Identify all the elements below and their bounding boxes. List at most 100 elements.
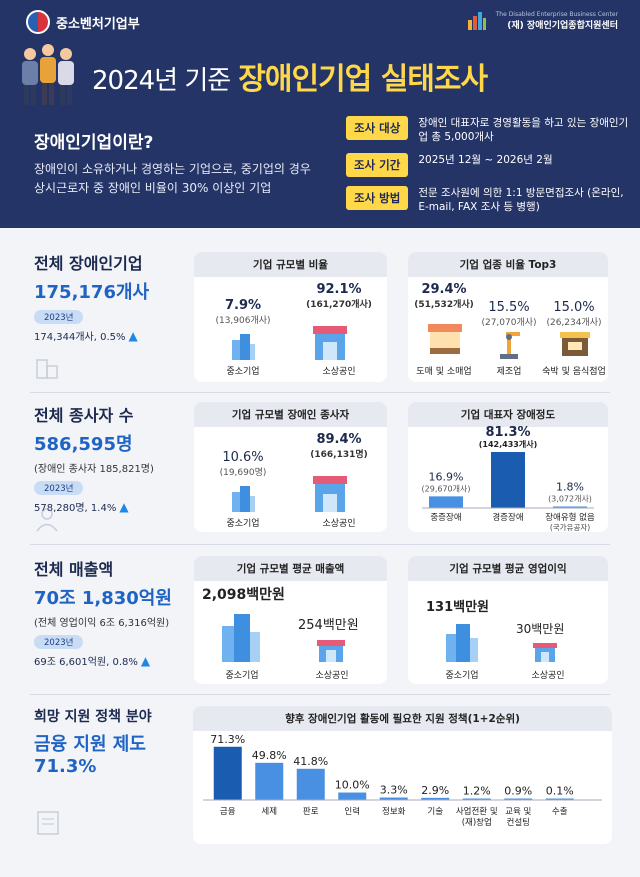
survey-value: 전문 조사원에 의한 1:1 방문면접조사 (온라인, E-mail, FAX … bbox=[418, 187, 624, 213]
worker-icon bbox=[36, 508, 58, 532]
policy-bar bbox=[421, 797, 450, 800]
micro-firm-label: 소상공인 bbox=[531, 671, 565, 681]
small-firm-pct: 10.6% bbox=[222, 450, 264, 465]
sales-summary: 전체 매출액 70조 1,830억원 (전체 영업이익 6조 6,316억원) … bbox=[34, 556, 172, 668]
policy-bar bbox=[462, 798, 491, 800]
office-building-icon bbox=[232, 334, 255, 360]
sales-prev: 69조 6,601억원, 0.8% ▲ bbox=[34, 653, 172, 669]
micro-firm-count: (166,131명) bbox=[310, 450, 368, 460]
micro-firm-pct: 92.1% bbox=[316, 282, 362, 297]
disability-bar bbox=[553, 506, 587, 508]
emblem-icon bbox=[26, 10, 50, 34]
card-title: 기업 대표자 장애정도 bbox=[408, 402, 608, 427]
small-firm-sales: 2,098백만원 bbox=[202, 587, 285, 603]
small-firm-profit: 131백만원 bbox=[426, 600, 490, 615]
survey-value: 2025년 12월 ~ 2026년 2월 bbox=[418, 154, 553, 166]
divider bbox=[30, 694, 610, 695]
year-badge: 2023년 bbox=[34, 481, 84, 495]
workers-size-card: 기업 규모별 장애인 종사자 10.6% (19,690명) 중소기업 89.4… bbox=[194, 402, 387, 532]
page-title: 2024년 기준 장애인기업 실태조사 bbox=[92, 54, 488, 98]
document-icon bbox=[37, 811, 59, 835]
restaurant-icon bbox=[560, 332, 590, 356]
disability-count: (142,433개사) bbox=[479, 439, 537, 449]
policy-bar bbox=[338, 792, 367, 800]
market-stall-icon bbox=[428, 324, 462, 354]
ministry-logo: 중소벤처기업부 bbox=[26, 10, 140, 34]
policy-bar-chart: 71.3% 금융 49.8% 세제 41.8% 판로 10.0% 인력 3.3% 정보화 2.9% 기… bbox=[203, 733, 602, 828]
small-firm-count: (13,906개사) bbox=[215, 316, 271, 326]
office-building-icon bbox=[232, 486, 255, 512]
title-main: 장애인기업 실태조사 bbox=[238, 62, 488, 97]
industry-count: (26,234개사) bbox=[546, 318, 602, 328]
up-arrow-icon: ▲ bbox=[119, 499, 129, 514]
industry-label: 제조업 bbox=[496, 367, 522, 377]
industry-label: 도매 및 소매업 bbox=[416, 367, 472, 377]
business-people-icon bbox=[22, 44, 74, 105]
disability-card: 기업 대표자 장애정도 16.9% (29,670개사) 중증장애 81.3% (142… bbox=[408, 402, 608, 532]
disability-label: 장애유형 없음 bbox=[545, 512, 595, 523]
survey-row-method: 조사 방법 전문 조사원에 의한 1:1 방문면접조사 (온라인, E-mail… bbox=[346, 186, 630, 214]
prev-value: 174,344개사, 0.5% bbox=[34, 332, 126, 343]
firms-summary: 전체 장애인기업 175,176개사 2023년 174,344개사, 0.5%… bbox=[34, 250, 149, 343]
disability-pct: 16.9% bbox=[429, 470, 464, 483]
debc-logo-icon bbox=[467, 12, 486, 30]
disability-chart: 16.9%(29,670개사) 중증장애 81.3%(142,433개사) 경증장애 1… bbox=[422, 425, 595, 532]
survey-row-target: 조사 대상 장애인 대표자로 경영활동을 하고 있는 장애인기업 총 5,000… bbox=[346, 116, 630, 144]
industry-pct: 29.4% bbox=[421, 282, 467, 297]
policy-card: 향후 장애인기업 활동에 필요한 지원 정책(1+2순위) 71.3% 금융 49.… bbox=[193, 706, 612, 844]
title-year: 2024년 기준 bbox=[92, 66, 231, 96]
policy-value-label: 2.9% bbox=[421, 784, 449, 797]
disability-sublabel: (국가유공자) bbox=[550, 523, 590, 532]
micro-firm-profit: 30백만원 bbox=[516, 622, 565, 636]
prev-value: 578,280명, 1.4% bbox=[34, 503, 117, 514]
policy-summary: 희망 지원 정책 분야 금융 지원 제도 71.3% bbox=[34, 706, 152, 777]
divider bbox=[30, 392, 610, 393]
disability-bar bbox=[491, 452, 525, 508]
policy-category-label: 정보화 bbox=[382, 806, 406, 817]
shop-icon bbox=[313, 476, 347, 512]
micro-firm-pct: 89.4% bbox=[316, 432, 362, 447]
prev-value: 69조 6,601억원, 0.8% bbox=[34, 657, 138, 668]
divider bbox=[30, 544, 610, 545]
policy-value-label: 10.0% bbox=[335, 779, 370, 792]
policy-category-label: 사업전환 및 bbox=[456, 806, 498, 817]
disability-bar bbox=[429, 496, 463, 508]
survey-info: 조사 대상 장애인 대표자로 경영활동을 하고 있는 장애인기업 총 5,000… bbox=[346, 116, 630, 223]
micro-firm-count: (161,270개사) bbox=[306, 300, 372, 310]
workers-heading: 전체 종사자 수 bbox=[34, 406, 134, 425]
workers-total: 586,595명 bbox=[34, 434, 133, 455]
policy-category-label: 기술 bbox=[427, 807, 443, 817]
office-building-icon bbox=[222, 614, 260, 662]
small-firm-label: 중소기업 bbox=[226, 367, 260, 377]
policy-bar bbox=[213, 746, 242, 800]
definition-question: 장애인기업이란? bbox=[34, 133, 154, 153]
card-title: 기업 규모별 장애인 종사자 bbox=[194, 402, 387, 427]
micro-firm-sales: 254백만원 bbox=[298, 618, 359, 633]
workers-sub: (장애인 종사자 185,821명) bbox=[34, 464, 154, 475]
ministry-name: 중소벤처기업부 bbox=[56, 16, 140, 32]
policy-category-label: 수출 bbox=[552, 806, 568, 817]
industry-count: (27,070개사) bbox=[481, 318, 537, 328]
small-firm-label: 중소기업 bbox=[445, 671, 479, 681]
policy-value-label: 0.1% bbox=[546, 785, 574, 798]
policy-category-label: 컨설팅 bbox=[507, 817, 530, 828]
sales-heading: 전체 매출액 bbox=[34, 560, 114, 579]
policy-category-label: 세제 bbox=[261, 807, 277, 817]
small-firm-pct: 7.9% bbox=[224, 298, 262, 313]
firms-prev: 174,344개사, 0.5% ▲ bbox=[34, 328, 149, 344]
policy-category-label: 교육 및 bbox=[505, 806, 531, 817]
industry-pct: 15.0% bbox=[553, 300, 595, 315]
industry-count: (51,532개사) bbox=[414, 300, 474, 310]
policy-value-label: 3.3% bbox=[380, 784, 408, 797]
firms-heading: 전체 장애인기업 bbox=[34, 254, 143, 273]
debc-name-ko: (재) 장애인기업종합지원센터 bbox=[507, 21, 618, 31]
policy-value-label: 41.8% bbox=[293, 755, 328, 768]
policy-top-pct: 71.3% bbox=[34, 756, 97, 777]
small-firm-count: (19,690명) bbox=[219, 468, 267, 478]
policy-bar bbox=[255, 762, 284, 800]
disability-count: (29,670개사) bbox=[422, 483, 471, 493]
disability-pct: 81.3% bbox=[485, 425, 530, 440]
chart-title: 향후 장애인기업 활동에 필요한 지원 정책(1+2순위) bbox=[193, 706, 612, 731]
robot-arm-icon bbox=[500, 332, 520, 359]
shop-icon bbox=[317, 640, 345, 662]
